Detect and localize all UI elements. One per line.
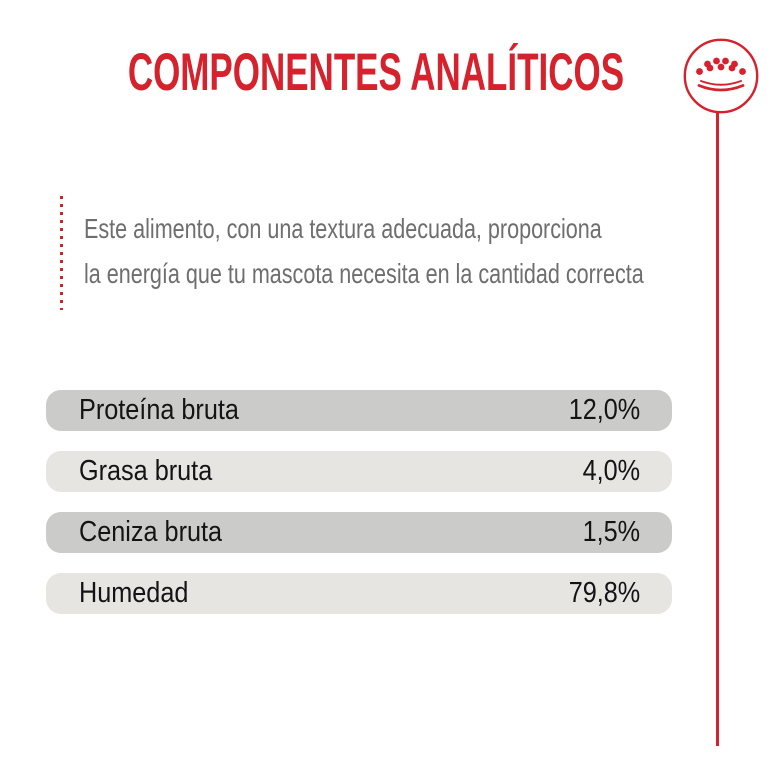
intro-line-2: la energía que tu mascota necesita en la… (84, 258, 644, 289)
table-row-ceniza: Ceniza bruta 1,5% (46, 512, 672, 553)
table-row-proteina: Proteína bruta 12,0% (46, 390, 672, 431)
page-title: COMPONENTES ANALÍTICOS (0, 42, 740, 104)
analytical-components-table: Proteína bruta 12,0% Grasa bruta 4,0% Ce… (46, 390, 672, 634)
row-value: 79,8% (568, 577, 640, 609)
row-label: Grasa bruta (79, 455, 213, 487)
row-value: 12,0% (568, 394, 640, 426)
table-row-grasa: Grasa bruta 4,0% (46, 451, 672, 492)
intro-paragraph: Este alimento, con una textura adecuada,… (84, 206, 704, 296)
vertical-accent-line (716, 113, 719, 746)
row-label: Ceniza bruta (79, 516, 223, 548)
table-row-humedad: Humedad 79,8% (46, 573, 672, 614)
dotted-accent-line (60, 196, 63, 310)
crown-icon (683, 38, 759, 114)
brand-logo (683, 38, 759, 114)
row-value: 1,5% (582, 516, 640, 548)
page-title-text: COMPONENTES ANALÍTICOS (127, 43, 625, 102)
intro-line-1: Este alimento, con una textura adecuada,… (84, 213, 602, 244)
row-label: Humedad (79, 577, 189, 609)
row-label: Proteína bruta (79, 394, 239, 426)
row-value: 4,0% (582, 455, 640, 487)
